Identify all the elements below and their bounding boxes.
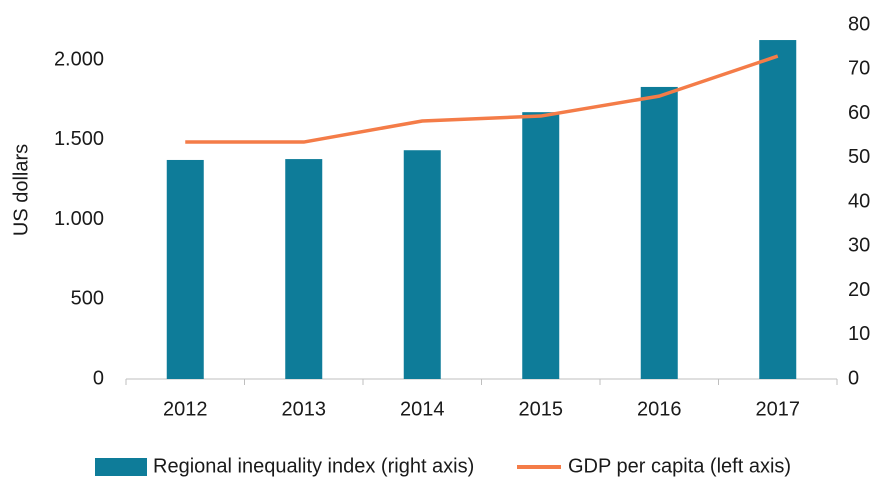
- y2-tick-label: 20: [848, 279, 870, 301]
- x-tick-label: 2016: [637, 398, 682, 420]
- bar: [166, 159, 204, 379]
- y-tick-label: 500: [71, 288, 104, 310]
- bar: [403, 150, 441, 379]
- y2-tick-label: 30: [848, 235, 870, 257]
- x-tick-label: 2015: [519, 398, 564, 420]
- line: [185, 54, 779, 144]
- bar: [759, 40, 797, 380]
- y2-tick-label: 50: [848, 146, 870, 168]
- y-tick-label: 1.000: [54, 208, 104, 230]
- x-tick-label: 2012: [163, 398, 208, 420]
- x-tick-label: 2014: [400, 398, 445, 420]
- bar: [285, 159, 323, 379]
- y-tick-label: 2.000: [54, 48, 104, 70]
- x-tick-label: 2017: [756, 398, 801, 420]
- legend-swatch: [95, 458, 147, 476]
- legend-label: GDP per capita (left axis): [568, 455, 791, 477]
- y-axis-label: US dollars: [10, 144, 32, 236]
- y2-tick-label: 10: [848, 323, 870, 345]
- y2-tick-label: 80: [848, 13, 870, 35]
- y2-tick-label: 0: [848, 367, 859, 389]
- bar: [522, 112, 560, 380]
- y2-tick-label: 70: [848, 58, 870, 80]
- legend-label: Regional inequality index (right axis): [153, 455, 474, 477]
- y2-tick-label: 40: [848, 190, 870, 212]
- y2-tick-label: 60: [848, 102, 870, 124]
- y-tick-label: 0: [93, 367, 104, 389]
- x-tick-label: 2013: [282, 398, 327, 420]
- y-tick-label: 1.500: [54, 128, 104, 150]
- bar: [640, 86, 678, 379]
